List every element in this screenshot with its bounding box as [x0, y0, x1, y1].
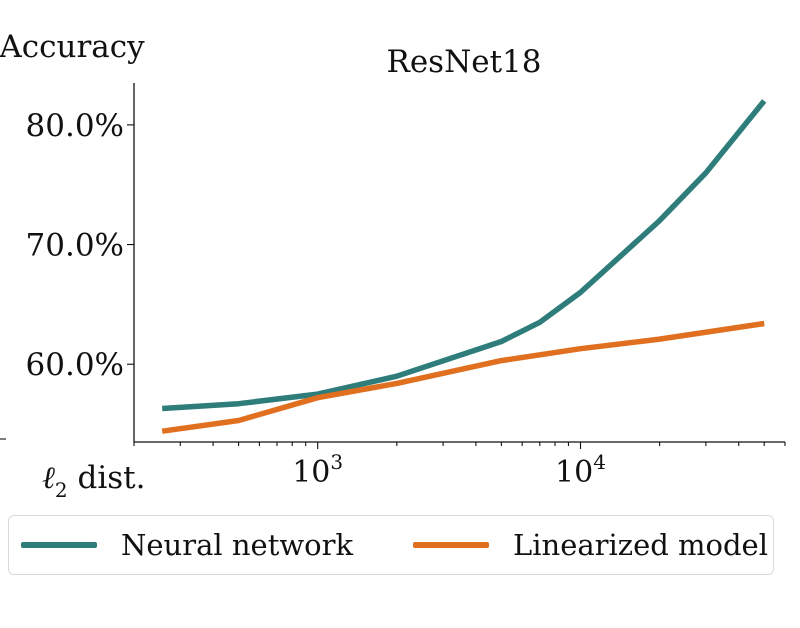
legend: Neural network Linearized model: [8, 515, 774, 575]
x-tick-label: 104: [555, 450, 606, 490]
legend-item-neural-network: Neural network: [21, 516, 353, 574]
legend-swatch-neural-network: [21, 542, 97, 548]
x-ticks: 103 104: [133, 442, 786, 490]
legend-label-linearized-model: Linearized model: [513, 528, 768, 562]
series-line-linearized-model: [161, 320, 765, 434]
series-line-neural-network: [162, 99, 767, 412]
x-tick-label: 103: [292, 450, 343, 490]
y-tick-label: 70.0%: [26, 228, 124, 264]
y-axis-label: Accuracy: [0, 29, 145, 65]
x-axis-label: ℓ2 dist.: [42, 460, 146, 502]
legend-swatch-linearized-model: [413, 542, 489, 548]
legend-label-neural-network: Neural network: [121, 528, 354, 562]
y-tick-label: 60.0%: [26, 347, 124, 383]
chart: Accuracy ResNet18 103 104 60.0% 70.0% 80.0%…: [0, 29, 786, 502]
y-ticks: 60.0% 70.0% 80.0%: [0, 108, 134, 440]
y-tick-label: 80.0%: [26, 108, 124, 144]
series-lines: [161, 99, 767, 434]
legend-item-linearized-model: Linearized model: [413, 516, 768, 574]
chart-title: ResNet18: [387, 44, 542, 80]
axes: [133, 83, 785, 443]
